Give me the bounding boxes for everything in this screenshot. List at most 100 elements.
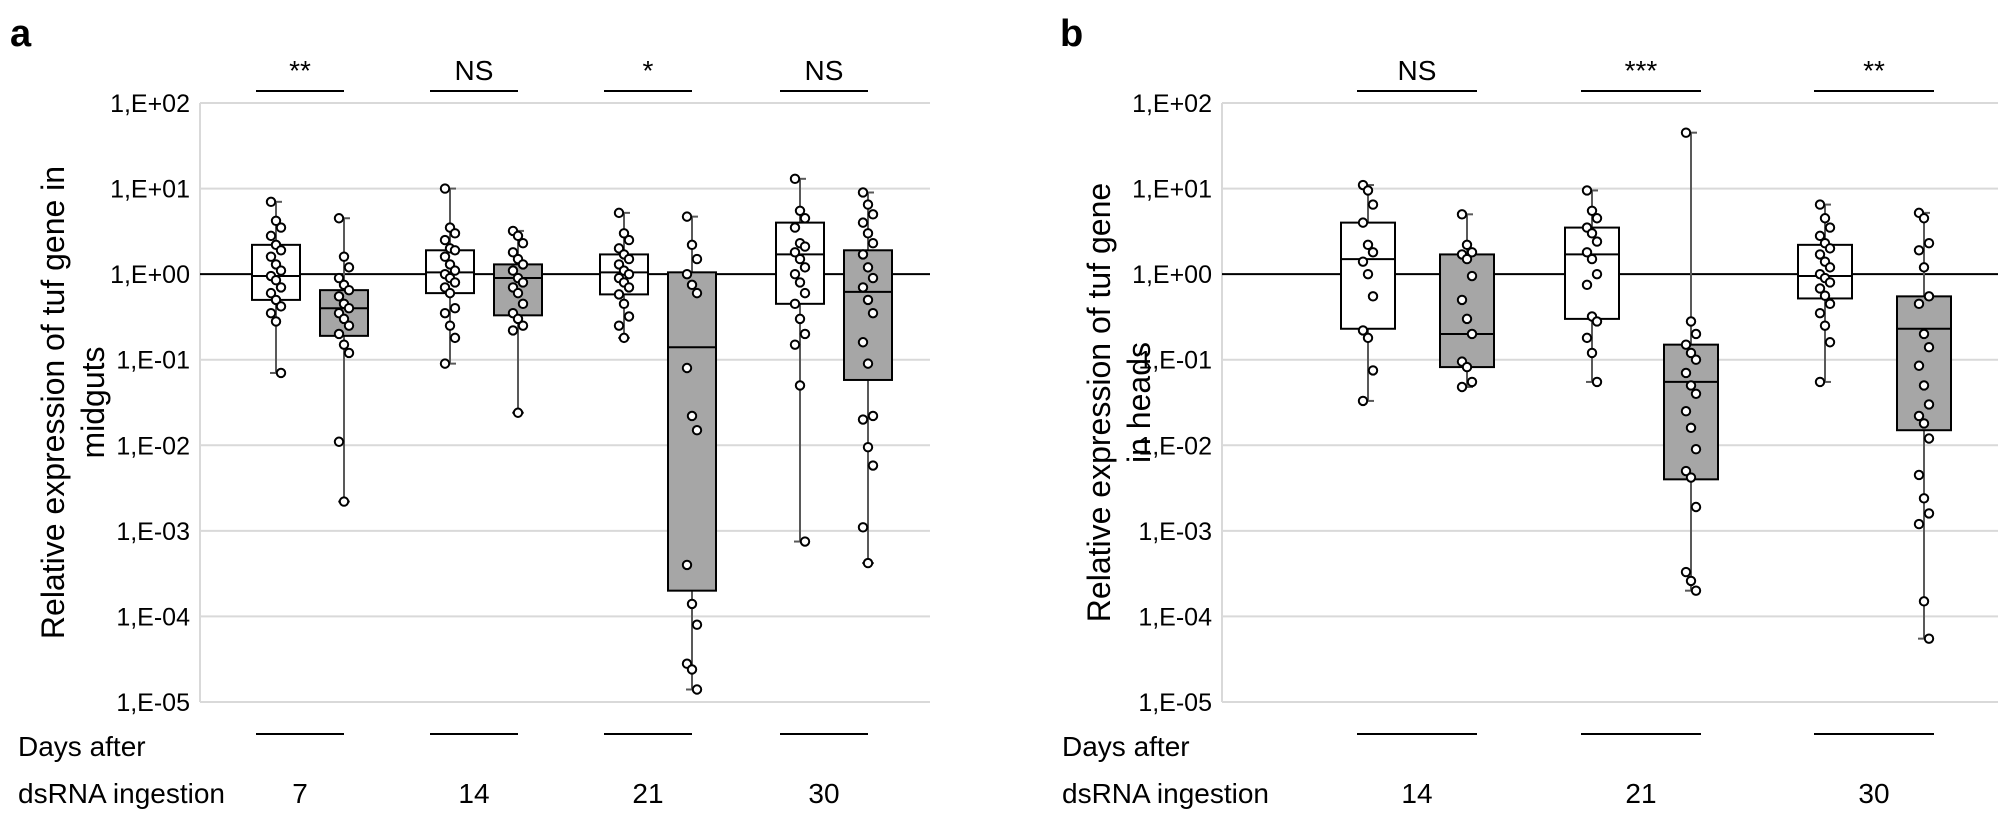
control-data-point: [1357, 256, 1369, 267]
control-data-point: [1581, 332, 1593, 344]
panel-b: b 1,E+02 1,E+01 1,E+00 1,E-01 1,E-02 1,E-03 1,E…: [1060, 13, 1998, 809]
dsrna-data-point: [1913, 518, 1925, 530]
control-data-point: [275, 265, 287, 276]
day-group-21: * 21: [599, 55, 717, 809]
y-tick-label: 1,E-01: [116, 347, 190, 375]
dsrna-data-point: [686, 410, 698, 422]
dsrna-data-point: [1680, 406, 1692, 417]
y-tick-label: 1,E+01: [110, 176, 190, 204]
control-data-point: [789, 268, 801, 280]
dsrna-data-point: [1923, 508, 1935, 519]
control-data-point: [265, 230, 277, 242]
day-group-14: NS 14: [425, 55, 543, 809]
dsrna-data-point: [1918, 213, 1930, 224]
dsrna-data-point: [1685, 316, 1697, 327]
dsrna-data-point: [1918, 418, 1930, 429]
control-data-point: [1819, 290, 1831, 301]
control-data-point: [1362, 185, 1374, 196]
dsrna-data-point: [691, 619, 703, 630]
control-data-point: [789, 339, 801, 350]
control-data-point: [799, 241, 811, 252]
day-group-14: NS 14: [1340, 55, 1495, 809]
y-tick-label: 1,E+02: [110, 90, 190, 118]
y-tick-label: 1,E+02: [1132, 90, 1212, 118]
panel-a: a 1,E+02 1,E+01 1,E+00 1,E-01 1,E-02 1,E-03 1,E…: [10, 13, 930, 809]
dsrna-data-point: [1456, 209, 1468, 220]
dsrna-data-point: [1680, 127, 1692, 138]
control-data-point: [449, 245, 461, 256]
control-data-point: [439, 307, 451, 319]
dsrna-data-point: [343, 262, 355, 273]
dsrna-data-point: [1918, 380, 1930, 391]
control-data-point: [449, 302, 461, 314]
control-data-point: [623, 311, 635, 322]
control-data-point: [275, 222, 287, 233]
dsrna-data-point: [1456, 381, 1468, 393]
dsrna-data-point: [1690, 585, 1702, 596]
significance-label: NS: [1398, 55, 1437, 86]
control-data-point: [1814, 249, 1826, 260]
panel-letter: a: [10, 13, 32, 55]
significance-label: NS: [805, 55, 844, 86]
control-data-point: [275, 282, 287, 293]
dsrna-data-point: [1690, 328, 1702, 340]
dsrna-data-point: [1918, 262, 1930, 273]
control-data-point: [1814, 376, 1826, 388]
control-data-point: [794, 380, 806, 391]
dsrna-data-point: [1923, 237, 1935, 249]
day-label: 30: [1858, 778, 1889, 809]
dsrna-data-point: [686, 239, 698, 251]
control-data-point: [1591, 213, 1603, 224]
dsrna-data-point: [681, 211, 693, 222]
control-data-point: [1586, 253, 1598, 265]
dsrna-data-point: [1685, 380, 1697, 391]
dsrna-data-point: [867, 272, 879, 284]
day-label: 7: [292, 778, 308, 809]
dsrna-box-group: [319, 213, 369, 507]
dsrna-box: [1896, 295, 1952, 432]
x-group-title: Days after: [1062, 731, 1190, 762]
dsrna-data-point: [862, 294, 874, 306]
dsrna-data-point: [691, 287, 703, 299]
control-data-point: [1824, 243, 1836, 254]
dsrna-data-point: [1918, 328, 1930, 340]
x-row-label: dsRNA ingestion: [18, 778, 225, 809]
control-box: [251, 243, 301, 301]
dsrna-data-point: [1913, 469, 1925, 481]
dsrna-box-group: [1663, 127, 1719, 596]
control-data-point: [1581, 247, 1593, 258]
y-tick-label: 1,E-01: [1138, 347, 1212, 375]
dsrna-data-point: [1690, 501, 1702, 513]
control-data-point: [1367, 365, 1379, 376]
control-data-point: [1586, 347, 1598, 359]
control-data-point: [1814, 307, 1826, 319]
dsrna-data-point: [1461, 361, 1473, 373]
dsrna-data-point: [1923, 342, 1935, 353]
dsrna-data-point: [691, 425, 703, 436]
control-data-point: [265, 251, 277, 262]
control-data-point: [449, 277, 461, 288]
control-box-group: [1797, 199, 1853, 388]
control-data-point: [1824, 298, 1836, 310]
control-data-point: [1581, 185, 1593, 196]
control-data-point: [799, 213, 811, 224]
control-data-point: [789, 247, 801, 258]
y-tick-label: 1,E-02: [116, 432, 190, 460]
dsrna-data-point: [333, 291, 345, 302]
day-group-21: *** 21: [1564, 55, 1719, 809]
dsrna-data-point: [867, 307, 879, 319]
control-data-point: [799, 287, 811, 299]
dsrna-data-point: [338, 251, 350, 262]
control-data-point: [439, 234, 451, 246]
y-axis-label-line: Relative expression of tuf gene in: [35, 166, 71, 639]
control-data-point: [1357, 395, 1369, 407]
control-data-point: [439, 358, 451, 369]
dsrna-data-point: [517, 237, 529, 249]
significance-label: **: [1863, 55, 1885, 86]
dsrna-data-point: [1456, 294, 1468, 306]
control-data-point: [439, 251, 451, 262]
dsrna-data-point: [1918, 493, 1930, 504]
significance-label: ***: [1625, 55, 1658, 86]
control-data-point: [1814, 230, 1826, 242]
control-data-point: [623, 268, 635, 280]
